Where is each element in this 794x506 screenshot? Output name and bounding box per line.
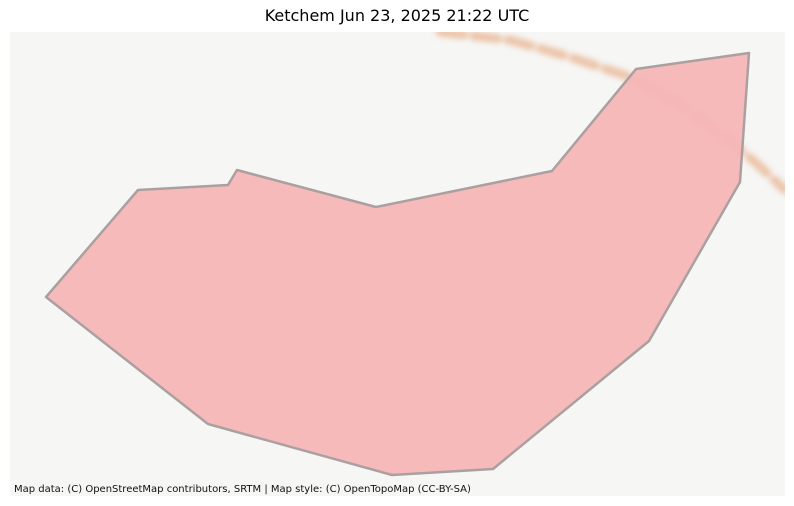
map-canvas[interactable]	[10, 32, 785, 496]
map-title: Ketchem Jun 23, 2025 21:22 UTC	[264, 6, 530, 25]
map-view[interactable]: Map data: (C) OpenStreetMap contributors…	[10, 32, 785, 496]
map-attribution: Map data: (C) OpenStreetMap contributors…	[14, 484, 471, 495]
area-polygon[interactable]	[44, 51, 751, 477]
